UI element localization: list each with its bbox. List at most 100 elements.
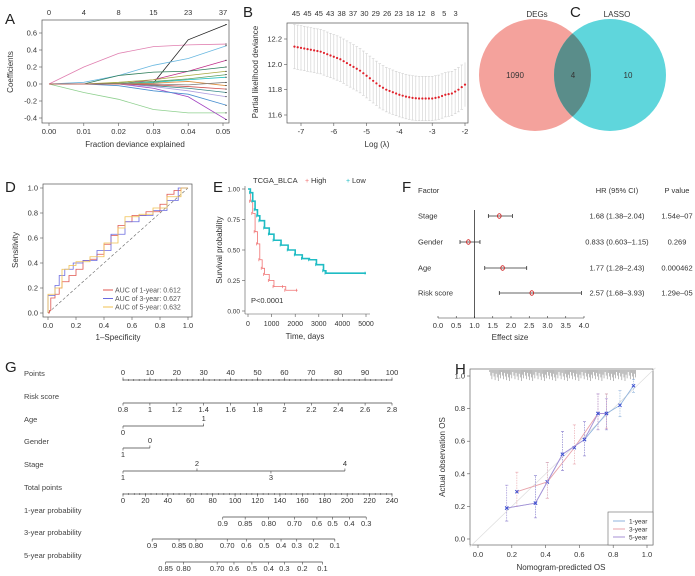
deviance-point [299, 46, 303, 49]
y-tick-label: 0.0 [455, 535, 465, 544]
deviance-point [381, 86, 385, 89]
x-tick-label: 1.0 [183, 321, 193, 330]
panel-letter-b: B [243, 4, 253, 21]
deviance-point [385, 88, 388, 91]
y-tick-label: 0.6 [28, 234, 38, 243]
top-label: 23 [394, 9, 402, 18]
x-tick-label: 0.4 [540, 550, 550, 559]
deviance-point [293, 45, 296, 48]
deviance-point [417, 97, 421, 100]
top-label: 45 [303, 9, 311, 18]
panel-a: 0.00 0.01 0.02 0.03 0.04 0.05 -0.4 -0.2 0.0 0.2 0.… [6, 8, 230, 149]
deviance-point [421, 97, 424, 100]
top-label: 37 [349, 9, 357, 18]
deviance-point [398, 93, 401, 96]
y-tick-label: 1.0 [28, 184, 38, 193]
scale-tick-label: 2.6 [360, 405, 370, 414]
header-factor: Factor [418, 186, 440, 195]
deviance-point [404, 95, 408, 98]
deviance-point [362, 72, 365, 75]
top-label: 45 [315, 9, 323, 18]
p-value: 0.269 [668, 238, 687, 247]
deviance-point [434, 96, 437, 99]
plot-frame [469, 368, 654, 546]
scale-tick-label: 1.8 [252, 405, 262, 414]
survival-curve [248, 188, 298, 291]
deviance-point [332, 55, 335, 58]
scale-tick-label: 1 [121, 473, 125, 482]
scale-tick-label: 0.4 [263, 564, 273, 573]
hr-ci-text: 2.57 (1.68–3.93) [589, 289, 645, 298]
point-marker [582, 437, 587, 442]
scale-tick-label: 1 [148, 405, 152, 414]
coefficient-path [49, 59, 227, 85]
scale-tick-label: 80 [334, 368, 342, 377]
x-tick-label: 3000 [311, 321, 327, 328]
y-tick-label: 0.75 [227, 217, 240, 224]
x-tick-label: 0.5 [451, 321, 461, 330]
scale-tick-label: 30 [200, 368, 208, 377]
y-tick-label: 0.4 [28, 259, 38, 268]
y-tick-label: 0.25 [227, 278, 240, 285]
deviance-point [358, 69, 362, 72]
x-tick-label: -7 [298, 127, 305, 136]
scale-tick-label: 200 [341, 496, 354, 505]
deviance-point [319, 50, 322, 53]
y-tick-label: 0.0 [27, 80, 37, 89]
y-tick-label: -0.4 [24, 114, 37, 123]
hr-point [497, 213, 502, 219]
scale-tick-label: 120 [251, 496, 264, 505]
scale-tick-label: 0.6 [241, 541, 251, 550]
scale-tick-label: 0.70 [220, 541, 235, 550]
scale-tick-label: 0.5 [327, 519, 337, 528]
x-tick-label: 1.5 [488, 321, 498, 330]
point-marker [504, 506, 509, 510]
scale-tick-label: 0.2 [308, 541, 318, 550]
scale-tick-label: 2.2 [306, 405, 316, 414]
y-axis-title: Sensitivity [11, 232, 20, 268]
x-tick-label: -5 [363, 127, 370, 136]
x-axis-title: Nomogram-predicted OS [517, 563, 606, 572]
scale-tick-label: 20 [173, 368, 181, 377]
header-p-value: P value [665, 186, 690, 195]
venn-count-lasso-only: 10 [624, 71, 633, 80]
deviance-point [329, 54, 332, 57]
hr-ci-text: 0.833 (0.603–1.15) [585, 238, 649, 247]
hr-ci-text: 1.77 (1.28–2.43) [589, 264, 645, 273]
point-marker [631, 383, 636, 388]
x-tick-label: 0.6 [127, 321, 137, 330]
roc-curve [47, 187, 188, 313]
scale-tick-label: 0.80 [176, 564, 191, 573]
point-marker [604, 411, 609, 416]
scale-tick-label: 0.2 [297, 564, 307, 573]
deviance-point [427, 97, 431, 100]
scale-tick-label: 0.70 [287, 519, 302, 528]
deviance-point [454, 90, 457, 93]
x-tick-label: 1000 [264, 321, 280, 328]
top-label: 12 [417, 9, 425, 18]
scale-tick-label: 0.85 [238, 519, 253, 528]
deviance-point [450, 92, 453, 95]
deviance-point [372, 79, 375, 82]
scale-tick-label: 50 [253, 368, 261, 377]
x-tick-label: 5000 [358, 321, 374, 328]
y-tick-label: 0.0 [28, 309, 38, 318]
scale-tick-label: 60 [186, 496, 194, 505]
forest-row: Stage 1.68 (1.38–2.04) 1.54e–07 [418, 212, 693, 221]
scale-tick-label: 1.2 [172, 405, 182, 414]
top-label: 26 [383, 9, 391, 18]
deviance-point [388, 89, 391, 93]
row-label: Stage [24, 460, 44, 469]
venn-label-lasso: LASSO [604, 10, 631, 19]
top-tick-label: 15 [149, 8, 157, 17]
y-axis-title: Partial likelihood deviance [251, 25, 260, 118]
row-label: Total points [24, 483, 62, 492]
y-axis-title: Coefficients [6, 51, 15, 93]
panel-b: -7 -6 -5 -4 -3 -211.611.812.012.245 45 45 43 38 37… [251, 9, 469, 149]
y-tick-label: 0.2 [27, 63, 37, 72]
x-tick-label: 0.4 [99, 321, 109, 330]
deviance-point [401, 94, 404, 97]
x-tick-label: -2 [462, 127, 469, 136]
y-tick-label: 0.2 [28, 284, 38, 293]
